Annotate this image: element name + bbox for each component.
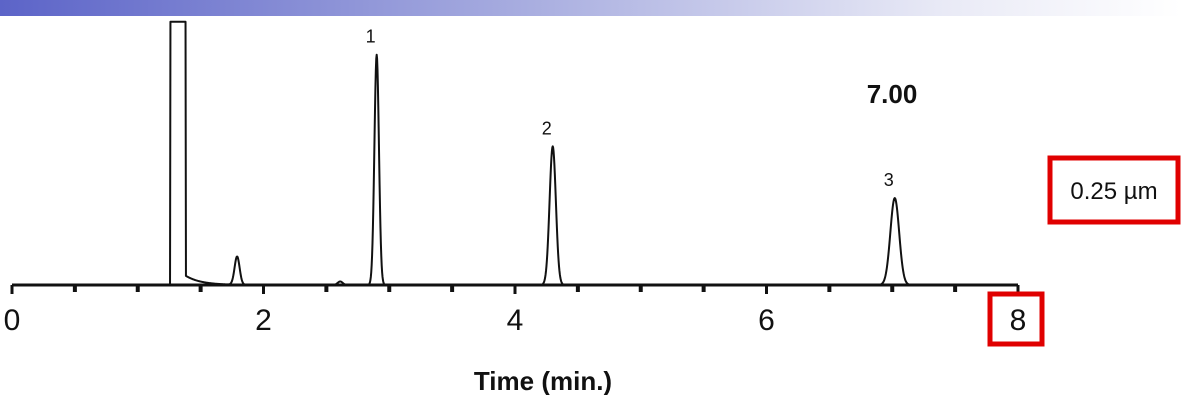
annotation-value: 7.00	[867, 79, 918, 109]
x-tick-8-highlight-box	[987, 291, 1045, 347]
x-tick-label-4: 4	[507, 304, 524, 337]
x-tick-label-0: 0	[4, 304, 21, 337]
x-tick-label-6: 6	[758, 304, 775, 337]
peak-label-1: 1	[366, 27, 376, 47]
label-layer: 1 2 3	[366, 27, 894, 190]
peak-label-2: 2	[542, 118, 552, 138]
x-axis-label: Time (min.)	[474, 366, 612, 395]
header-gradient-band	[0, 0, 1181, 16]
film-thickness-highlight-box	[1047, 155, 1181, 225]
trace-layer	[11, 20, 1019, 286]
x-axis: 0 2 4 6 8	[4, 283, 1027, 337]
peak-label-3: 3	[884, 170, 894, 190]
x-tick-label-8: 8	[1010, 304, 1027, 337]
x-tick-label-2: 2	[255, 304, 272, 337]
film-thickness-label: 0.25 µm	[1070, 178, 1157, 205]
chromatogram-trace	[11, 20, 1019, 286]
